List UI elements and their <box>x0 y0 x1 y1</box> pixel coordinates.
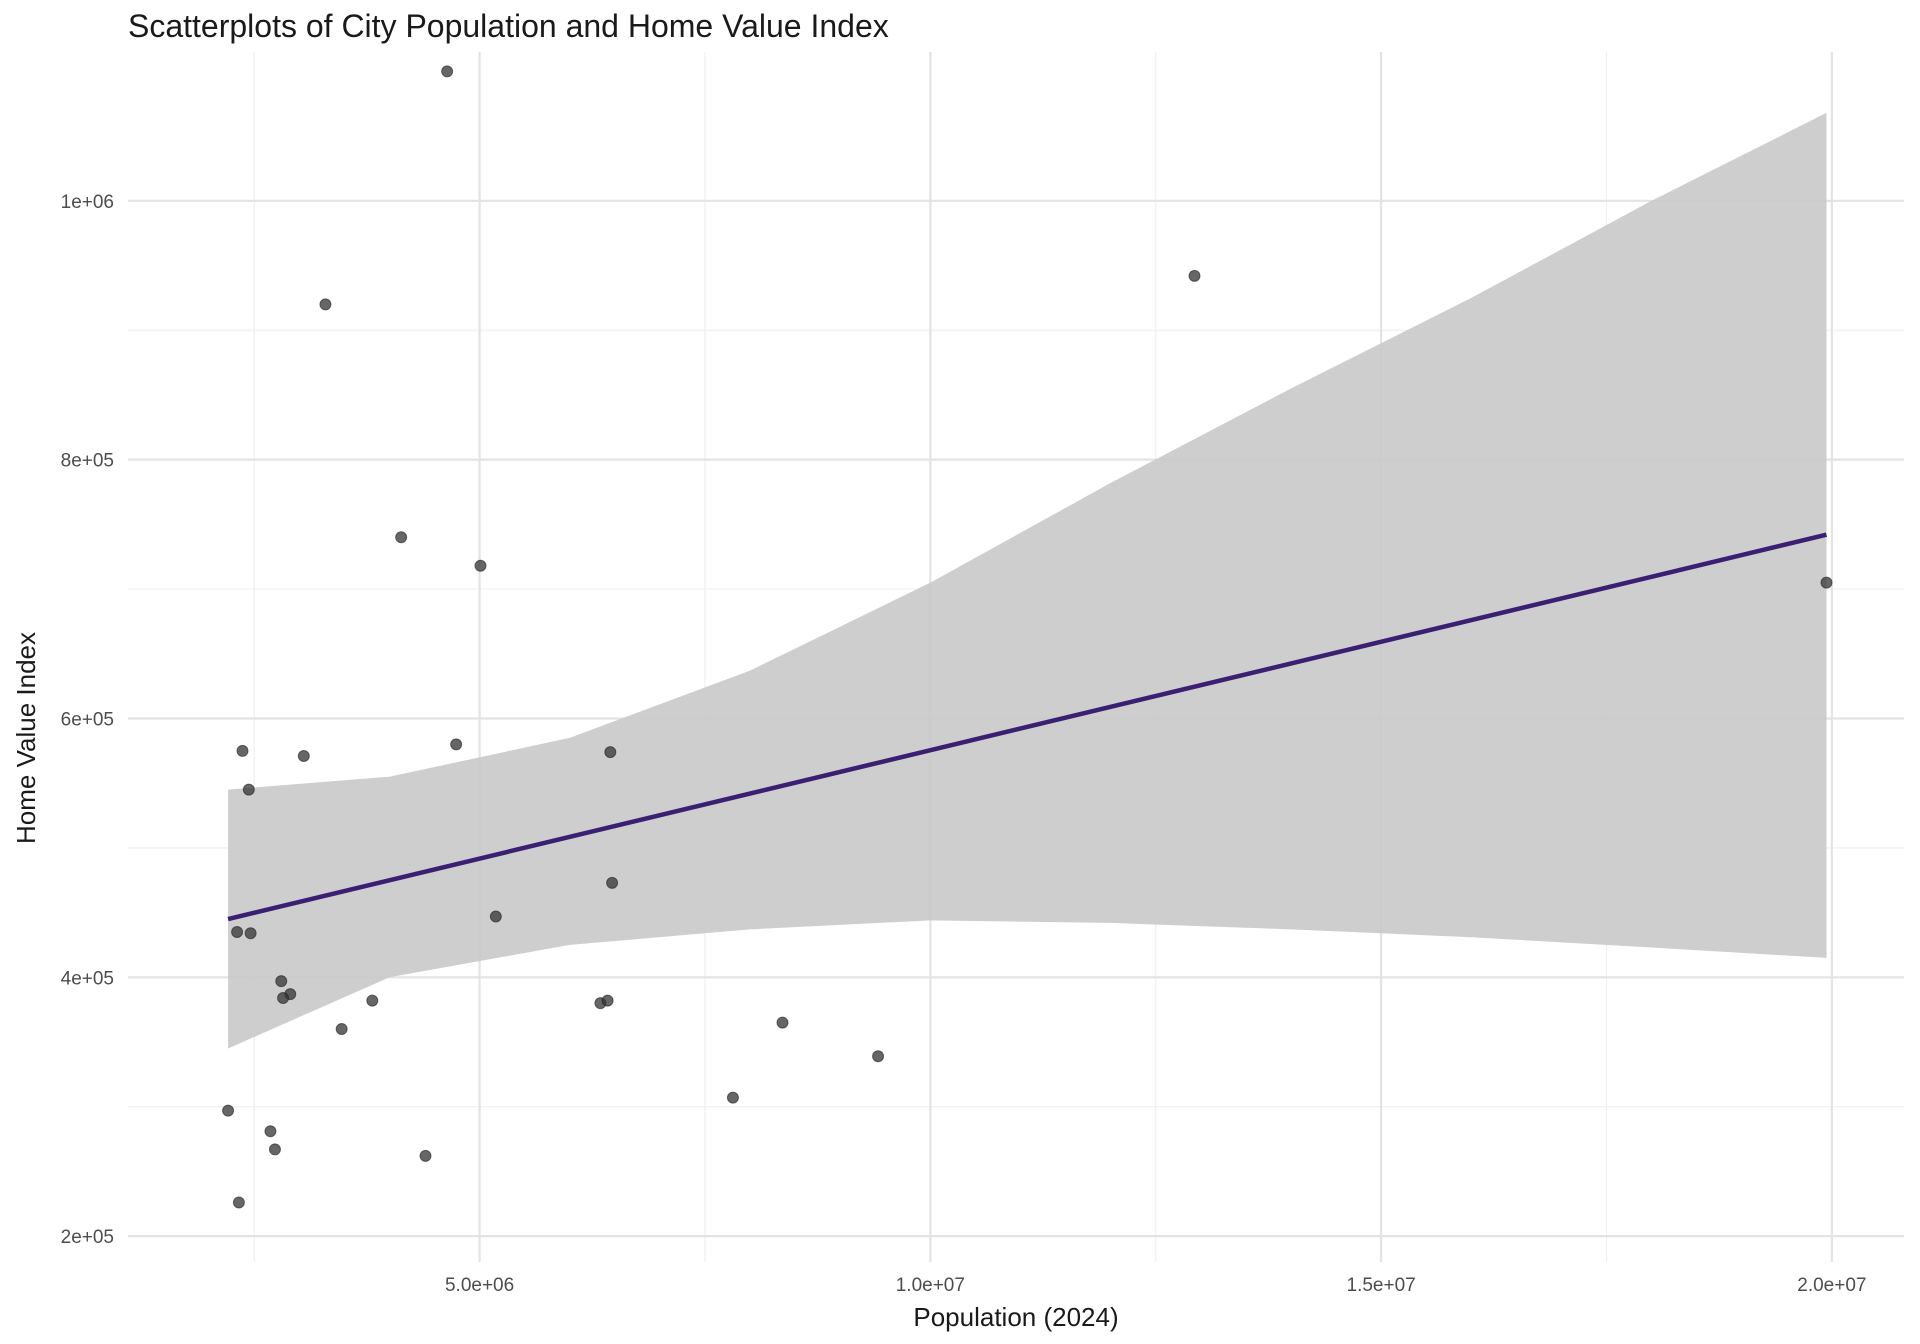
data-point <box>335 1023 348 1036</box>
x-tick-label: 5.0e+06 <box>445 1275 514 1296</box>
y-tick-label: 8e+05 <box>61 451 114 472</box>
y-tick-label: 4e+05 <box>61 968 114 989</box>
y-tick-label: 6e+05 <box>61 709 114 730</box>
data-point <box>395 531 408 544</box>
data-point <box>726 1091 739 1104</box>
point-layer <box>222 65 1833 1209</box>
data-point <box>231 926 244 938</box>
data-point <box>244 927 257 940</box>
tick-label-layer: 5.0e+06 1.0e+07 1.5e+07 2.0e+07 2e+05 4e+05 6e… <box>61 192 1867 1296</box>
data-point <box>601 994 614 1007</box>
data-point <box>297 750 310 762</box>
data-point <box>222 1104 235 1117</box>
regression-line <box>227 532 1827 922</box>
data-point <box>242 783 255 796</box>
data-point <box>441 65 454 78</box>
data-point <box>275 975 288 988</box>
data-point <box>268 1143 281 1156</box>
data-point <box>489 910 502 923</box>
data-point <box>419 1149 432 1162</box>
x-tick-label: 2.0e+07 <box>1797 1275 1866 1296</box>
data-point <box>264 1125 277 1138</box>
data-point <box>606 876 619 889</box>
data-point <box>236 744 249 757</box>
confidence-band <box>228 112 1827 1049</box>
data-point <box>872 1050 885 1063</box>
y-axis-title: Home Value Index <box>11 632 41 844</box>
data-point <box>232 1196 245 1209</box>
data-point <box>1188 269 1201 282</box>
confidence-band-layer <box>228 112 1827 1049</box>
x-tick-label: 1.0e+07 <box>896 1275 965 1296</box>
y-tick-label: 1e+06 <box>61 192 114 213</box>
data-point <box>319 298 332 311</box>
data-point <box>604 746 617 759</box>
data-point <box>776 1016 789 1029</box>
data-point <box>277 992 290 1004</box>
data-point <box>366 994 379 1007</box>
data-point <box>1820 576 1833 589</box>
x-tick-label: 1.5e+07 <box>1347 1275 1416 1296</box>
y-tick-label: 2e+05 <box>61 1227 114 1248</box>
data-point <box>450 738 463 751</box>
chart-title: Scatterplots of City Population and Home… <box>128 8 889 44</box>
trend-line-layer <box>227 532 1827 922</box>
x-axis-title: Population (2024) <box>913 1302 1118 1332</box>
data-point <box>474 559 487 572</box>
